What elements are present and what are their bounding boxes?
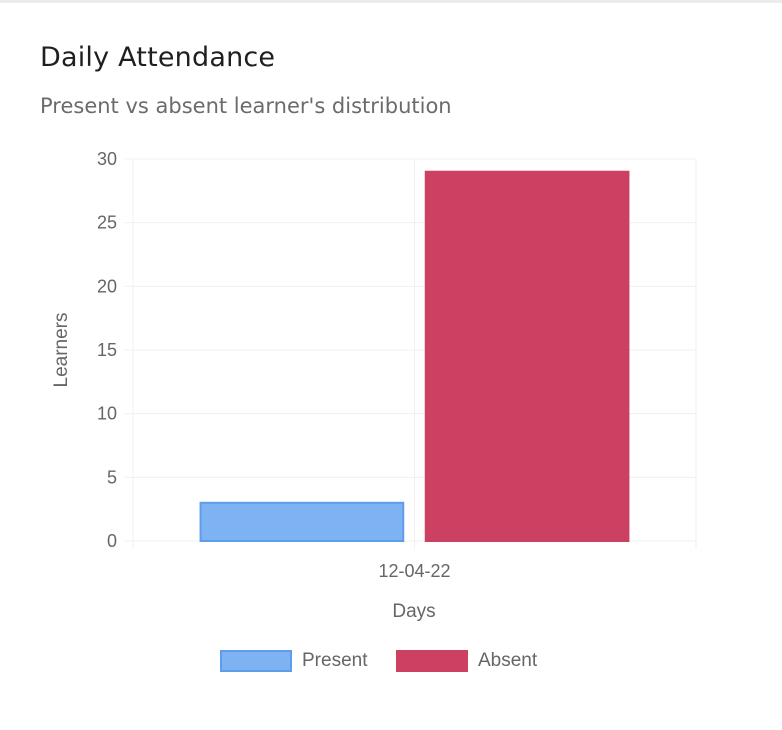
x-axis-title: Days <box>392 601 435 622</box>
legend-swatch-present <box>220 650 292 672</box>
x-tick-label: 12-04-22 <box>378 561 450 581</box>
y-tick-label: 20 <box>97 276 117 296</box>
bars <box>199 170 630 542</box>
y-tick-label: 0 <box>107 531 117 551</box>
x-axis-ticks: 12-04-22 <box>378 561 450 581</box>
top-border <box>0 0 782 3</box>
y-tick-label: 25 <box>97 213 117 233</box>
bar-absent <box>424 170 630 542</box>
legend-label-absent: Absent <box>478 650 538 671</box>
legend-swatch-absent <box>396 650 468 672</box>
bar-present <box>199 501 405 542</box>
y-tick-label: 10 <box>97 404 117 424</box>
legend-item-present[interactable]: Present <box>220 646 367 676</box>
y-tick-label: 5 <box>107 467 117 487</box>
chart-legend: Present Absent <box>0 646 782 676</box>
bar-chart: 0 5 10 15 20 25 30 12-04-22 Learners Days <box>51 149 697 622</box>
card-subtitle: Present vs absent learner's distribution <box>40 94 452 118</box>
legend-label-present: Present <box>302 650 368 671</box>
legend-item-absent[interactable]: Absent <box>396 646 537 676</box>
card-title: Daily Attendance <box>40 42 276 73</box>
y-tick-label: 15 <box>97 340 117 360</box>
y-axis-ticks: 0 5 10 15 20 25 30 <box>97 149 117 551</box>
y-tick-label: 30 <box>97 149 117 169</box>
y-axis-title: Learners <box>51 313 72 388</box>
